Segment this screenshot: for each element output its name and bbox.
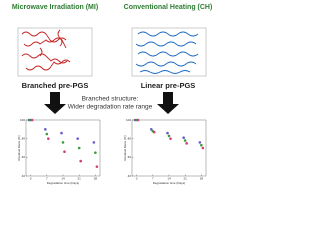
point [60,131,63,135]
x-tick-label: 7 [152,176,154,180]
branched-chains [21,29,71,71]
y-tick-label: 100 [20,118,25,122]
point [150,128,153,131]
point [198,141,202,144]
x-tick-label: 0 [30,176,32,180]
point [166,131,169,135]
y-tick-label: 80 [22,136,26,140]
x-axis-label: Degradation time (Days) [153,181,186,185]
point [30,118,34,122]
point [94,151,97,154]
point [61,141,65,144]
y-tick-label: 40 [128,174,132,178]
linear-chains [135,31,199,74]
x-axis-label: Degradation time (Days) [47,181,80,185]
point [153,130,156,134]
point [79,159,82,163]
x-tick-label: 21 [184,176,188,180]
x-tick-label: 28 [94,176,98,180]
x-tick-label: 14 [167,176,171,180]
x-tick-label: 0 [136,176,138,180]
point [169,137,172,140]
point [183,139,187,142]
y-tick-label: 40 [22,174,26,178]
point [92,141,96,144]
y-tick-label: 60 [128,155,132,159]
left-title: Microwave Irradiation (MI) [12,4,98,11]
y-tick-label: 80 [128,136,132,140]
point [44,128,47,131]
caption-line: Wider degradation rate range [68,104,153,111]
x-tick-label: 28 [200,176,204,180]
point [201,146,205,150]
arrow [44,92,66,114]
plot-frame [25,119,101,177]
y-axis-label: Residual Mass (%) [123,135,127,160]
point [95,165,99,168]
point [136,118,140,122]
point [45,132,49,136]
right-label: Linear pre-PGS [141,81,196,90]
left-label: Branched pre-PGS [22,81,89,90]
point [77,146,81,150]
y-axis-label: Residual Mass (%) [17,135,21,160]
y-tick-label: 100 [126,118,131,122]
point [167,134,171,138]
x-tick-label: 14 [61,176,65,180]
x-tick-label: 21 [78,176,82,180]
right-title: Conventional Heating (CH) [124,4,213,11]
caption-line: Branched structure: [82,96,139,103]
point [182,136,185,140]
y-tick-label: 60 [22,155,26,159]
point [47,137,50,140]
arrow [157,92,179,114]
graphical-abstract: Microwave Irradiation (MI) Conventional … [12,4,213,185]
point [185,142,188,145]
left-box [17,27,93,77]
x-tick-label: 7 [46,176,48,180]
plot-frame [131,119,207,177]
point [63,150,66,154]
point [76,137,79,140]
point [200,143,203,147]
